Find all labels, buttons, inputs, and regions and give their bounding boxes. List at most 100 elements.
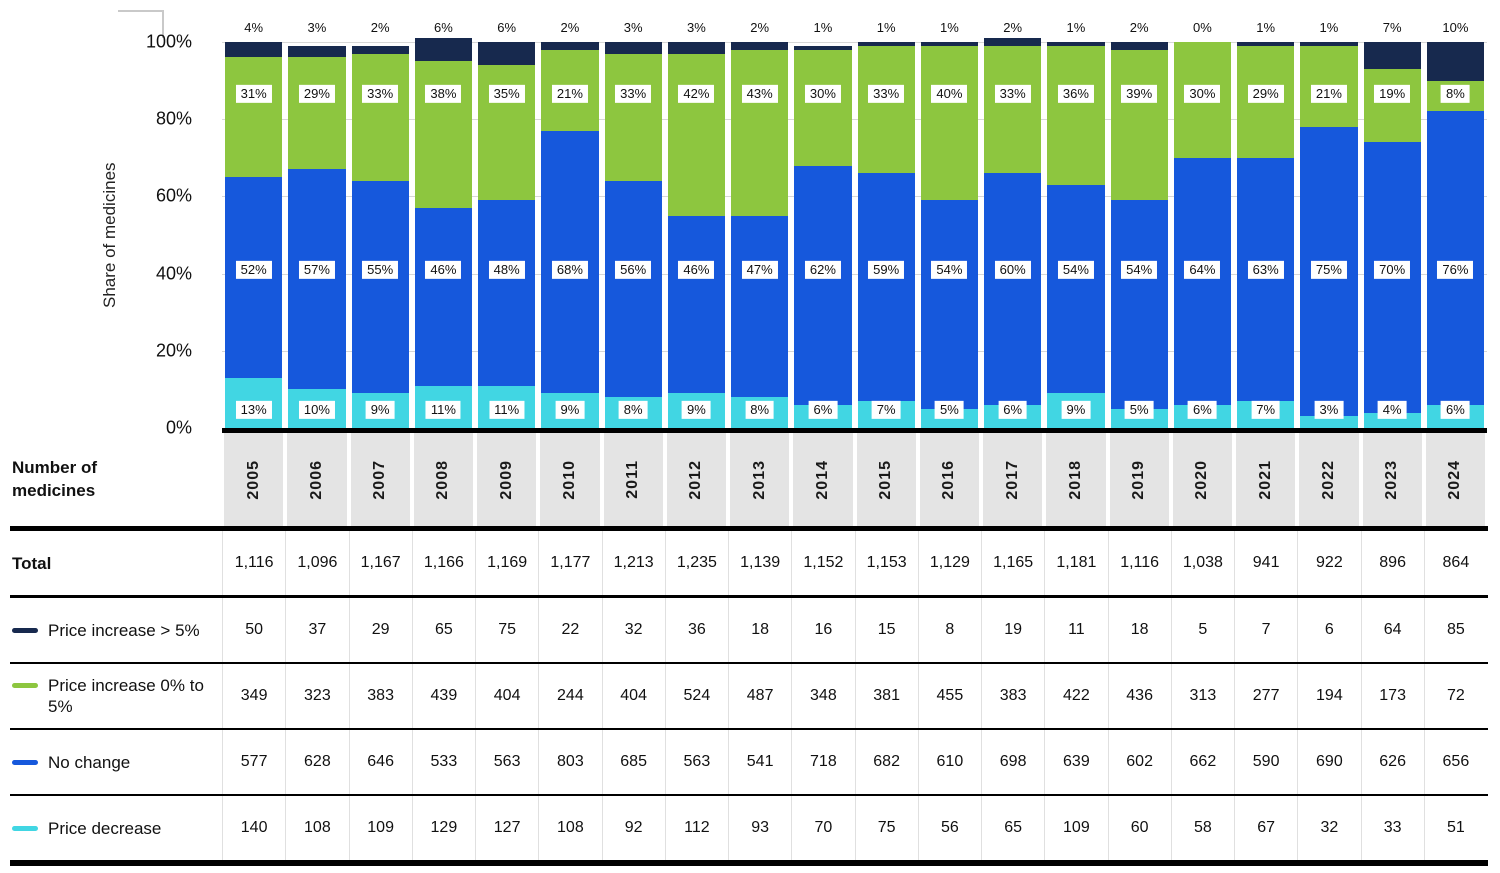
pct-label: 31% xyxy=(235,84,272,104)
row-divider xyxy=(10,794,1488,796)
bar-column-2018: 9% 54% 36% 1% xyxy=(1044,20,1107,428)
pct-label: 9% xyxy=(1061,400,1091,420)
value-cell: 610 xyxy=(917,730,981,794)
medicines-table: Total 1,116 1,096 1,167 1,166 1,169 1,177 1,213… xyxy=(0,531,1500,860)
value-cell: 60 xyxy=(1107,796,1171,860)
value-cell: 37 xyxy=(285,598,348,662)
value-cell: 7 xyxy=(1234,598,1297,662)
value-cell: 698 xyxy=(981,730,1044,794)
table-row: No change 577 628 646 533 563 803 685 563 541 718 6… xyxy=(0,730,1500,794)
value-cell: 349 xyxy=(222,664,285,728)
pct-label: 57% xyxy=(298,260,335,280)
pct-label: 47% xyxy=(741,260,778,280)
value-cell: 323 xyxy=(285,664,348,728)
value-cell: 656 xyxy=(1423,730,1487,794)
bar-column-2020: 6% 64% 30% 0% xyxy=(1171,20,1234,428)
pct-label: 30% xyxy=(804,84,841,104)
pct-label: 76% xyxy=(1437,260,1474,280)
value-cell: 72 xyxy=(1423,664,1487,728)
year-text: 2024 xyxy=(1446,459,1464,500)
pct-label: 36% xyxy=(1057,84,1094,104)
pct-label: 33% xyxy=(362,84,399,104)
year-label-2023: 2023 xyxy=(1362,433,1422,526)
bar-segment xyxy=(1363,42,1421,70)
year-text: 2023 xyxy=(1383,459,1401,500)
pct-label: 2% xyxy=(750,19,770,35)
pct-label: 6% xyxy=(1187,400,1217,420)
pct-label: 11% xyxy=(425,400,461,420)
year-label-2022: 2022 xyxy=(1299,433,1359,526)
value-cell: 129 xyxy=(411,796,475,860)
pct-label: 10% xyxy=(298,400,335,420)
pct-label: 2% xyxy=(1003,19,1023,35)
y-axis-ticks: 100% 80% 60% 40% 20% 0% xyxy=(0,32,208,438)
pct-label: 1% xyxy=(939,19,959,35)
bar-segment xyxy=(1237,157,1295,401)
bar-segment xyxy=(1426,42,1484,81)
gridline xyxy=(222,273,1487,275)
year-label-2018: 2018 xyxy=(1046,433,1106,526)
value-cell: 718 xyxy=(791,730,854,794)
year-label-2016: 2016 xyxy=(919,433,979,526)
year-label-2015: 2015 xyxy=(856,433,916,526)
value-cell: 1,153 xyxy=(854,531,918,595)
value-cell: 277 xyxy=(1234,664,1297,728)
year-label-2012: 2012 xyxy=(666,433,726,526)
pct-label: 6% xyxy=(808,400,838,420)
value-cell: 67 xyxy=(1234,796,1297,860)
y-tick-label: 20% xyxy=(155,340,192,361)
value-cell: 109 xyxy=(348,796,412,860)
value-cell: 70 xyxy=(791,796,854,860)
bar-column-2013: 8% 47% 43% 2% xyxy=(728,20,791,428)
value-cell: 383 xyxy=(348,664,412,728)
y-tick-label: 60% xyxy=(155,185,192,206)
value-cell: 1,235 xyxy=(664,531,728,595)
year-label-2007: 2007 xyxy=(350,433,410,526)
bar-segment xyxy=(920,42,978,46)
row-label-text: Total xyxy=(12,553,52,573)
bar-segment xyxy=(541,42,599,50)
pct-label: 1% xyxy=(1066,19,1086,35)
bar-segment xyxy=(288,169,346,390)
year-label-2021: 2021 xyxy=(1236,433,1296,526)
year-label-2014: 2014 xyxy=(793,433,853,526)
value-cell: 85 xyxy=(1423,598,1487,662)
bar-segment xyxy=(794,165,852,405)
value-cell: 194 xyxy=(1297,664,1360,728)
value-cell: 112 xyxy=(664,796,728,860)
pct-label: 1% xyxy=(813,19,833,35)
pct-label: 6% xyxy=(433,19,453,35)
bar-column-2012: 9% 46% 42% 3% xyxy=(665,20,728,428)
bar-segment xyxy=(414,61,472,208)
bar-segment xyxy=(1047,45,1105,185)
year-label-2009: 2009 xyxy=(477,433,537,526)
pct-label: 63% xyxy=(1247,260,1284,280)
bar-segment xyxy=(1237,42,1295,46)
bar-segment xyxy=(667,53,725,216)
bar-segment xyxy=(1173,157,1231,405)
value-cell: 8 xyxy=(917,598,981,662)
bar-segment xyxy=(667,42,725,54)
bar-segment xyxy=(794,49,852,166)
bar-column-2014: 6% 62% 30% 1% xyxy=(791,20,854,428)
bar-segment xyxy=(731,49,789,216)
bar-segment xyxy=(351,180,409,394)
pct-label: 2% xyxy=(370,19,390,35)
bar-column-2009: 11% 48% 35% 6% xyxy=(475,20,538,428)
year-label-2020: 2020 xyxy=(1172,433,1232,526)
bar-segment xyxy=(731,215,789,398)
value-cell: 18 xyxy=(1107,598,1171,662)
pct-label: 9% xyxy=(365,400,395,420)
pct-label: 56% xyxy=(615,260,652,280)
value-cell: 1,177 xyxy=(538,531,601,595)
bar-segment xyxy=(794,45,852,50)
bar-segment xyxy=(288,45,346,58)
bar-column-2024: 6% 76% 8% 10% xyxy=(1424,20,1487,428)
bar-column-2005: 13% 52% 31% 4% xyxy=(222,20,285,428)
pct-label: 19% xyxy=(1374,84,1411,104)
pct-label: 11% xyxy=(489,400,525,420)
bar-column-2021: 7% 63% 29% 1% xyxy=(1234,20,1297,428)
bar-segment xyxy=(857,42,915,46)
value-cell: 244 xyxy=(538,664,601,728)
value-cell: 941 xyxy=(1234,531,1297,595)
